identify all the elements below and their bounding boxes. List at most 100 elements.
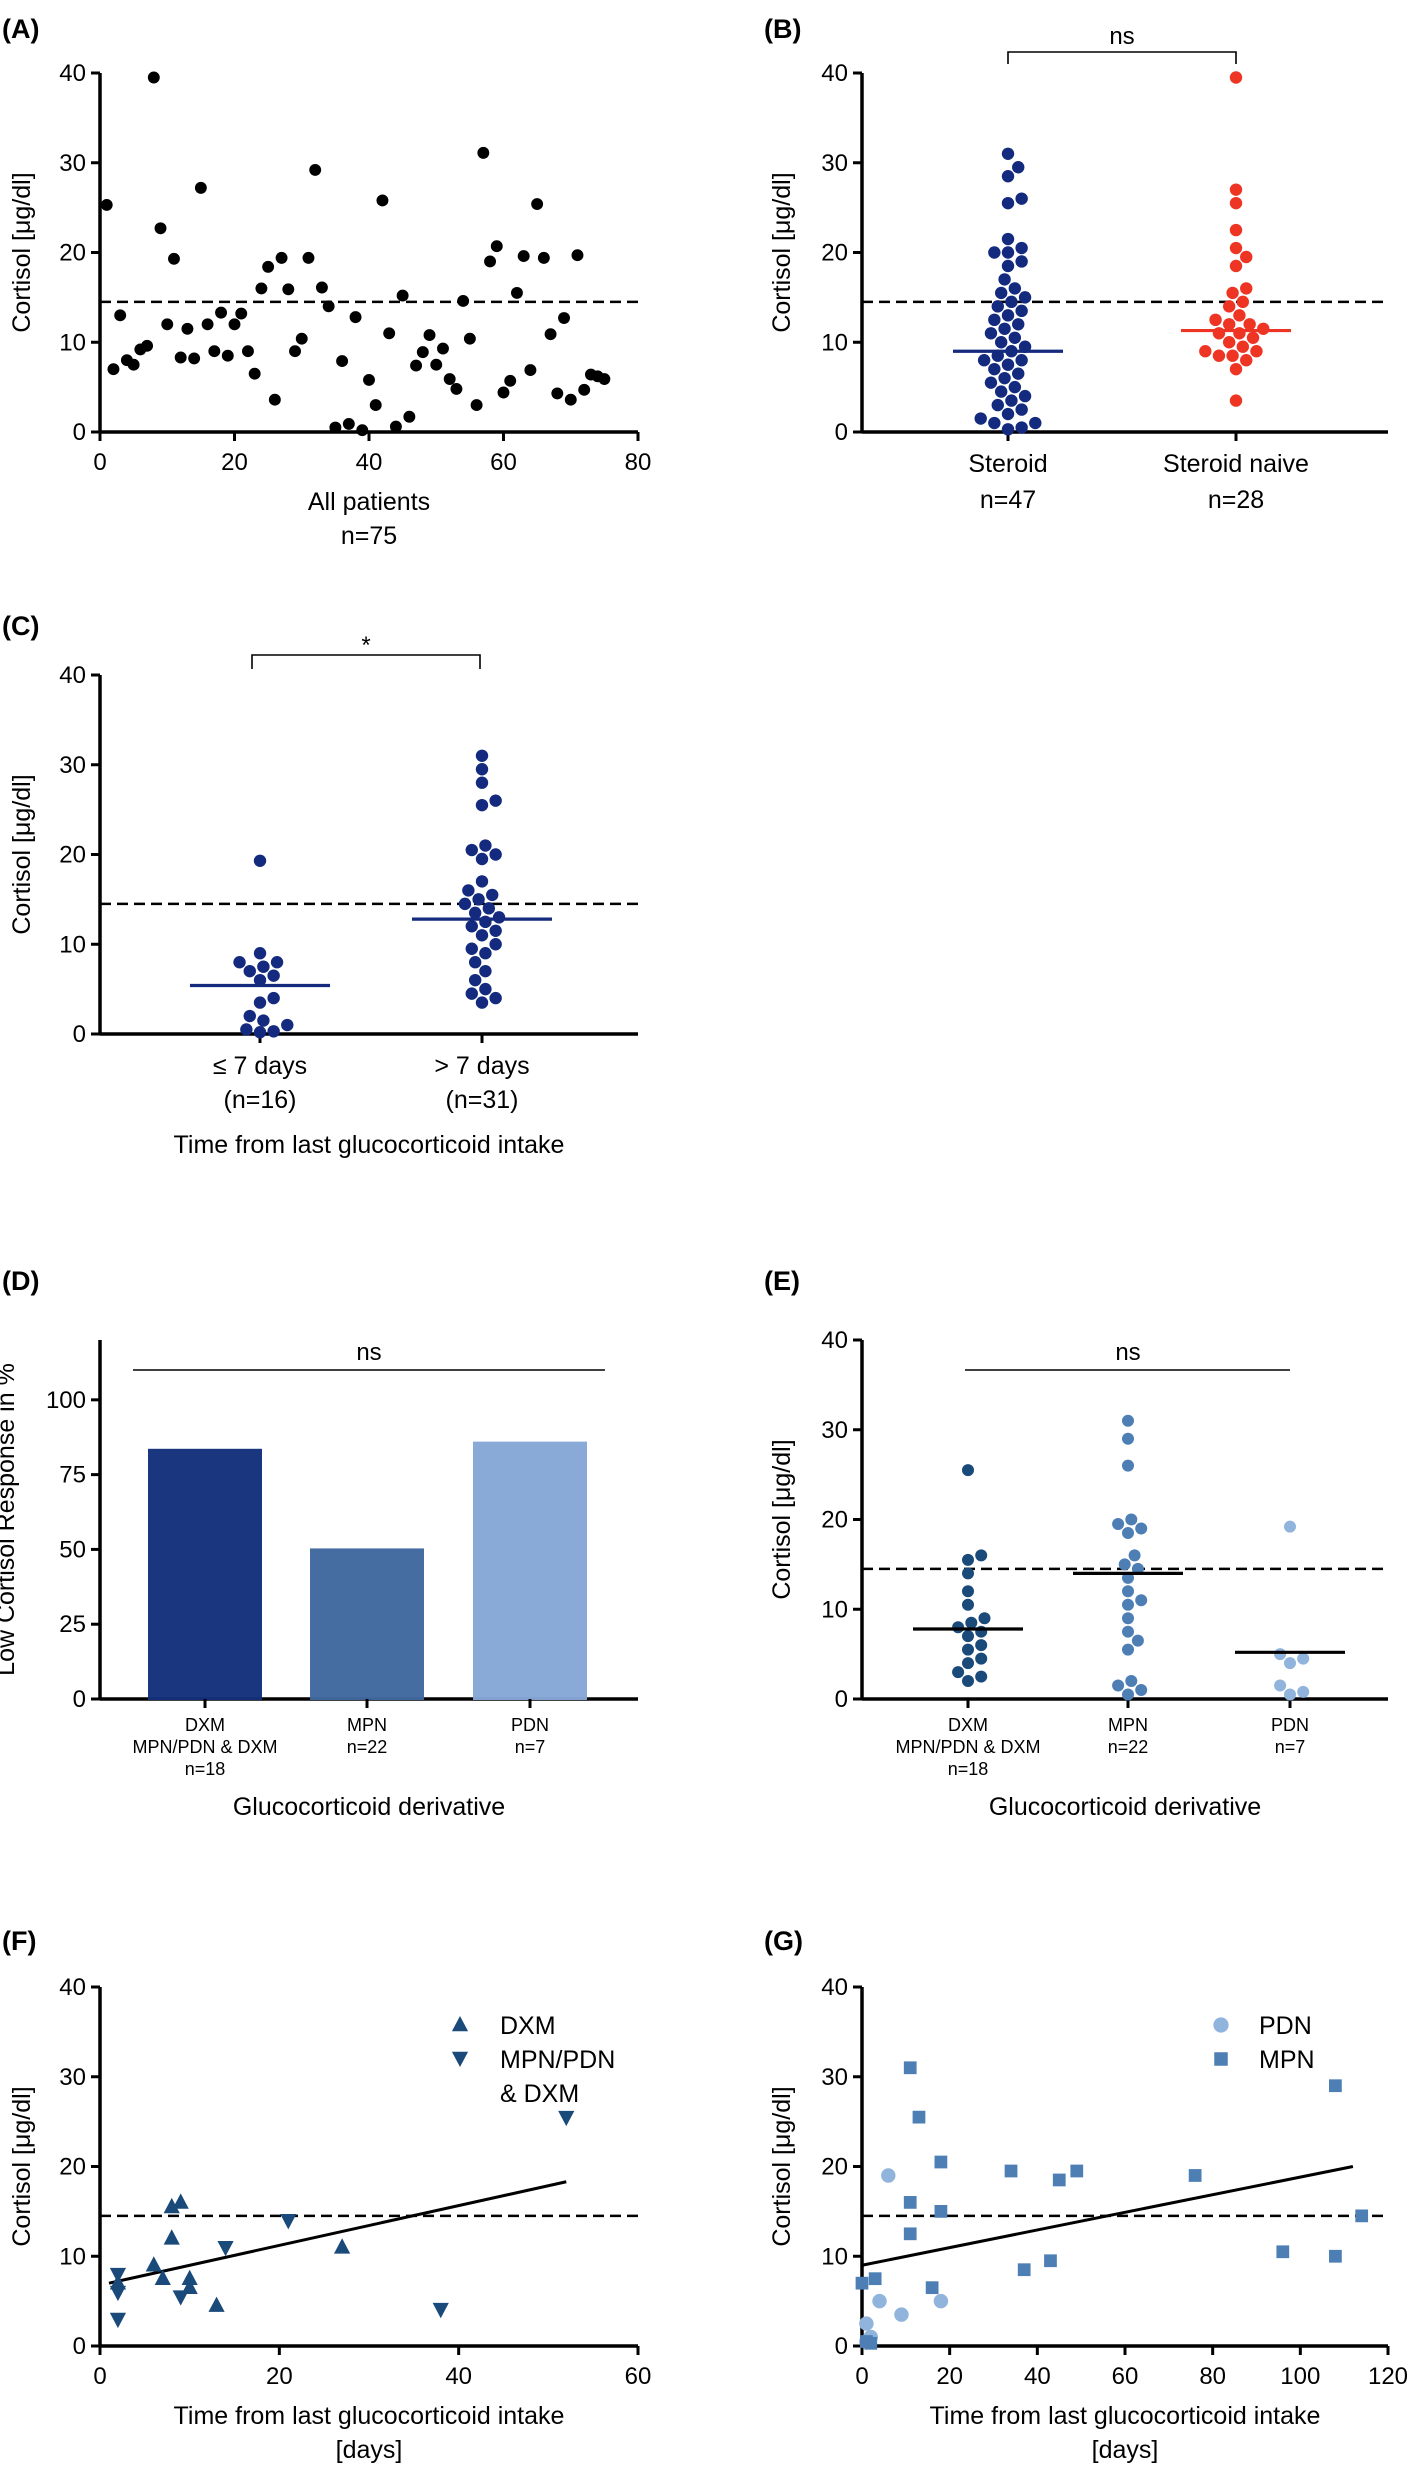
data-point bbox=[978, 1612, 991, 1625]
data-point bbox=[289, 345, 301, 358]
data-point bbox=[1018, 389, 1032, 403]
series-1 bbox=[109, 2110, 575, 2329]
data-point bbox=[1199, 345, 1212, 358]
data-point bbox=[228, 318, 241, 331]
data-point-triangle-down bbox=[558, 2110, 575, 2127]
data-point bbox=[1229, 259, 1243, 273]
data-point bbox=[465, 920, 478, 933]
x-axis-title: Time from last glucocorticoid intake bbox=[174, 1131, 565, 1159]
data-point bbox=[524, 364, 537, 377]
data-point bbox=[984, 327, 998, 340]
y-tick-label: 30 bbox=[59, 2064, 86, 2091]
data-point bbox=[233, 956, 246, 969]
data-point bbox=[1240, 250, 1253, 264]
significance-label: * bbox=[361, 632, 370, 659]
data-point bbox=[475, 776, 489, 789]
data-point-triangle-down bbox=[280, 2214, 297, 2230]
data-point bbox=[977, 354, 991, 367]
data-point bbox=[504, 374, 517, 387]
data-point-square bbox=[1355, 2209, 1369, 2223]
significance-label: ns bbox=[356, 1339, 381, 1366]
data-point bbox=[1015, 403, 1028, 416]
data-point bbox=[253, 1026, 267, 1039]
x-axis-title: Time from last glucocorticoid intake bbox=[174, 2402, 565, 2430]
data-point bbox=[490, 240, 503, 253]
data-point-square bbox=[1329, 2249, 1342, 2263]
data-point bbox=[267, 969, 280, 982]
data-point bbox=[174, 351, 187, 364]
y-axis-title: Cortisol [μg/dl] bbox=[8, 774, 36, 934]
y-tick-label: 20 bbox=[59, 842, 86, 869]
data-point bbox=[1222, 300, 1236, 313]
data-point-triangle-down bbox=[172, 2290, 189, 2306]
data-point bbox=[1125, 1513, 1138, 1526]
data-point bbox=[558, 312, 570, 324]
data-point bbox=[443, 373, 456, 385]
data-point bbox=[1131, 1634, 1144, 1647]
y-tick-label: 20 bbox=[59, 2154, 86, 2181]
data-point bbox=[1233, 309, 1246, 322]
y-axis-title: Cortisol [μg/dl] bbox=[768, 1439, 796, 1599]
data-point-square bbox=[912, 2110, 926, 2124]
panel-label: (E) bbox=[764, 1266, 800, 1296]
data-point bbox=[1008, 331, 1022, 344]
regression-line bbox=[861, 2165, 1354, 2267]
significance-label: ns bbox=[1109, 23, 1134, 50]
data-point-square bbox=[1017, 2263, 1031, 2277]
y-axis-title: Cortisol [μg/dl] bbox=[768, 172, 796, 332]
data-point bbox=[342, 417, 355, 430]
data-point bbox=[1001, 196, 1015, 210]
data-point bbox=[1122, 1432, 1134, 1445]
panel-f: (F) 0 10 20 30 40 Cortisol [μg/dl] 0 20 40 60 Time … bbox=[2, 1926, 651, 2464]
data-point bbox=[168, 252, 180, 265]
category-sublabel: MPN/PDN & DXM bbox=[132, 1737, 277, 1757]
data-point bbox=[465, 843, 478, 857]
data-point bbox=[1122, 1414, 1134, 1427]
data-point bbox=[1008, 380, 1022, 394]
data-point bbox=[215, 306, 227, 319]
data-point bbox=[479, 982, 492, 996]
series-0 bbox=[100, 71, 611, 437]
data-point bbox=[349, 311, 362, 324]
y-axis-title: Cortisol [μg/dl] bbox=[8, 2086, 36, 2246]
data-point bbox=[517, 250, 530, 263]
data-point bbox=[1122, 1459, 1134, 1472]
series-0 bbox=[109, 2193, 351, 2312]
x-axis-title: Glucocorticoid derivative bbox=[989, 1793, 1261, 1821]
y-tick-label: 40 bbox=[59, 662, 86, 689]
data-point-square bbox=[934, 2155, 948, 2169]
category-n-label: n=7 bbox=[515, 1737, 546, 1757]
data-point bbox=[423, 329, 436, 342]
x-axis-title: All patients bbox=[308, 488, 430, 516]
data-point bbox=[147, 71, 160, 84]
data-point bbox=[1015, 241, 1028, 255]
data-point bbox=[991, 398, 1004, 412]
category-sublabel: MPN/PDN & DXM bbox=[895, 1737, 1040, 1757]
significance-bracket bbox=[251, 654, 481, 669]
category-label: Steroid bbox=[968, 450, 1047, 478]
x-tick-label: 100 bbox=[1280, 2363, 1320, 2390]
data-point bbox=[1233, 327, 1246, 340]
data-point bbox=[356, 424, 369, 437]
data-point-square bbox=[1070, 2164, 1084, 2178]
data-point bbox=[991, 300, 1004, 313]
legend: DXM MPN/PDN & DXM bbox=[451, 2012, 615, 2108]
data-point-triangle-down bbox=[109, 2312, 127, 2329]
data-point bbox=[484, 255, 496, 268]
category-n-label: n=18 bbox=[948, 1759, 989, 1779]
category-n-label: n=28 bbox=[1208, 486, 1264, 514]
data-point bbox=[1250, 345, 1263, 358]
x-tick-label: 40 bbox=[356, 449, 383, 476]
category-label: Steroid naive bbox=[1163, 450, 1309, 478]
data-point bbox=[974, 412, 987, 425]
data-point bbox=[1222, 318, 1236, 331]
data-point bbox=[188, 352, 201, 365]
data-point bbox=[468, 906, 482, 920]
data-point bbox=[1213, 2017, 1229, 2033]
data-point bbox=[1012, 161, 1025, 174]
data-point bbox=[410, 359, 423, 372]
data-point bbox=[1212, 327, 1226, 340]
